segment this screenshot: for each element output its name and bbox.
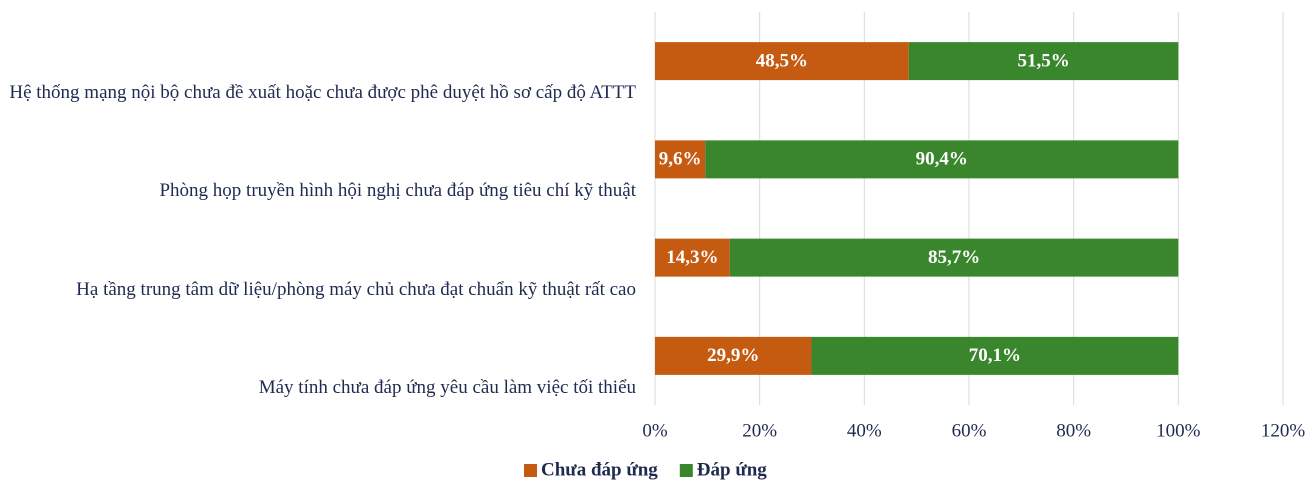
legend-label: Chưa đáp ứng [541,459,658,480]
bar-segment [908,42,1179,81]
data-label: 14,3% [666,247,718,268]
data-label: 85,7% [928,247,980,268]
x-tick-label: 80% [1056,420,1091,441]
x-tick-label: 40% [847,420,882,441]
bar-segment [655,140,706,179]
bar-segment [655,238,730,277]
category-label: Hạ tầng trung tâm dữ liệu/phòng máy chủ … [76,278,636,300]
legend-swatch [679,464,693,477]
bar-segment [811,336,1179,375]
data-label: 9,6% [659,149,702,170]
bar-segment [655,336,812,375]
x-tick-label: 100% [1156,420,1201,441]
x-tick-label: 20% [742,420,777,441]
data-label: 48,5% [756,50,808,71]
legend-swatch [524,464,537,477]
x-tick-label: 0% [642,420,668,441]
bar-segment [655,42,909,81]
category-label: Phòng họp truyền hình hội nghị chưa đáp … [159,180,636,202]
x-tick-label: 120% [1261,420,1306,441]
bar-segment [729,238,1179,277]
data-label: 70,1% [969,345,1021,366]
x-tick-label: 60% [952,420,987,441]
category-label: Máy tính chưa đáp ứng yêu cầu làm việc t… [258,376,636,398]
data-label: 29,9% [707,345,759,366]
data-label: 51,5% [1017,50,1069,71]
data-label: 90,4% [916,149,968,170]
bar-segment [705,140,1179,179]
legend-label: Đáp ứng [697,459,768,480]
category-label: Hệ thống mạng nội bộ chưa đề xuất hoặc c… [9,82,636,104]
